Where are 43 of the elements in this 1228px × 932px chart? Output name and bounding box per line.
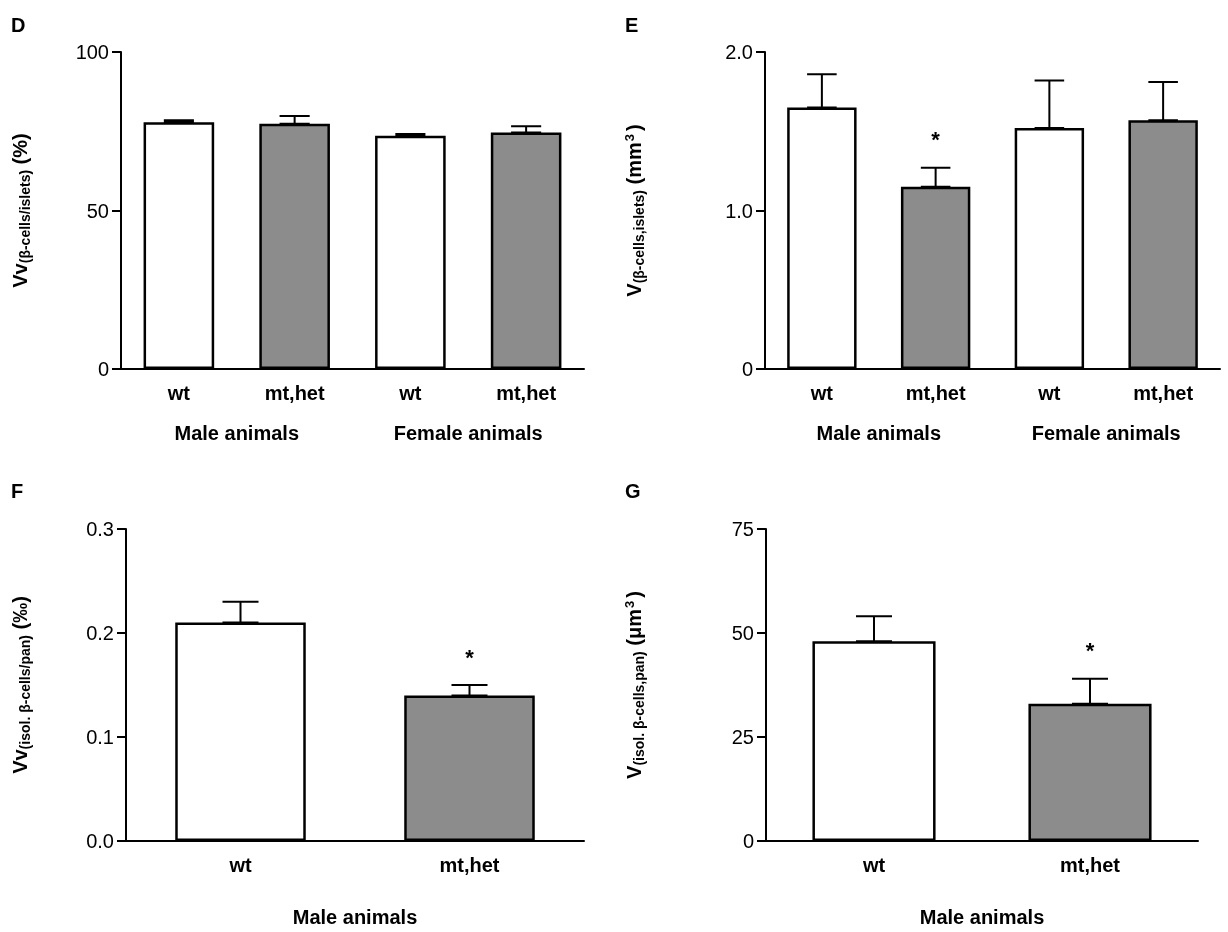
y-tick-label: 0 [742, 830, 754, 852]
y-tick-label: 0 [97, 358, 109, 380]
x-tick-label: wt [1037, 382, 1061, 404]
annotation: * [465, 644, 475, 670]
text: Male animals [816, 422, 942, 444]
x-tick-label: wt [398, 382, 422, 404]
y-axis-title: V(isol. β-cells,pan) (μm3) [621, 591, 647, 779]
y-tick-label: 0.0 [86, 830, 114, 852]
y-tick-label: 0.1 [86, 726, 114, 748]
chart-title: E [625, 14, 639, 36]
y-tick-label: 25 [731, 726, 754, 748]
y-tick-label: 100 [75, 41, 109, 63]
x-tick-label: wt [809, 382, 834, 404]
x-axis-title: Male animals [919, 906, 1045, 928]
y-tick-label: 50 [731, 622, 754, 644]
chart-title: G [625, 480, 641, 502]
x-tick-label: wt [228, 854, 252, 876]
annotation: * [1085, 638, 1095, 664]
x-tick-label: mt,het [1060, 854, 1121, 876]
chart-title: D [11, 14, 26, 36]
y-axis-title: Vv(isol. β-cells/pan) (‰) [9, 596, 33, 774]
y-tick-label: 2.0 [725, 41, 753, 63]
x-tick-label: mt,het [264, 382, 325, 404]
y-tick-label: 50 [86, 199, 109, 222]
x-tick-label: wt [861, 854, 886, 876]
y-tick-label: 1.0 [725, 199, 753, 222]
x-tick-label: mt,het [905, 382, 966, 404]
y-tick-label: 0.3 [86, 518, 114, 540]
y-tick-label: 75 [731, 518, 754, 540]
chart-title: F [11, 480, 24, 502]
text: Female animals [1031, 422, 1181, 444]
text: Female animals [393, 422, 543, 444]
y-axis-title: V(β-cells,islets) (mm3) [621, 124, 647, 297]
text: Male animals [174, 422, 300, 444]
annotation: * [931, 127, 941, 153]
x-tick-label: mt,het [496, 382, 557, 404]
x-tick-label: wt [166, 382, 191, 404]
y-axis-title: Vv(β-cells/islets) (%) [9, 133, 33, 288]
x-tick-label: mt,het [439, 854, 500, 876]
x-tick-label: mt,het [1133, 382, 1194, 404]
y-tick-label: 0.2 [86, 622, 114, 644]
x-axis-title: Male animals [292, 906, 418, 928]
y-tick-label: 0 [741, 358, 753, 380]
